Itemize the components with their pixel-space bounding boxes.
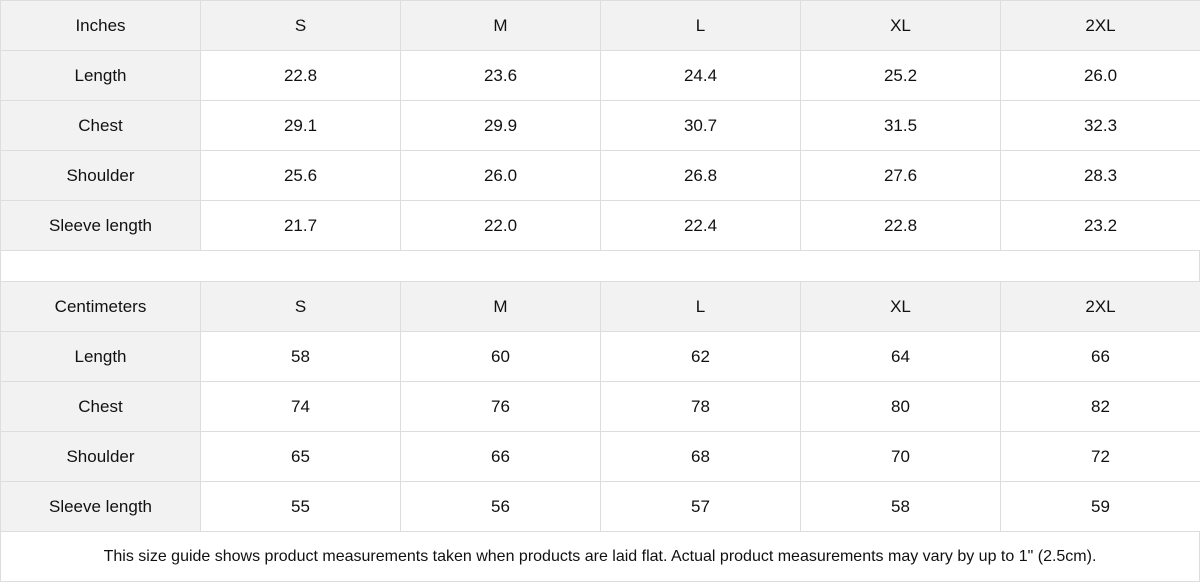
measurement-cell: 76 [401, 382, 601, 432]
measurement-cell: 65 [201, 432, 401, 482]
size-header: XL [801, 282, 1001, 332]
measurement-cell: 58 [801, 482, 1001, 532]
measurement-cell: 59 [1001, 482, 1200, 532]
size-header: M [401, 1, 601, 51]
measurement-cell: 60 [401, 332, 601, 382]
measurement-cell: 22.4 [601, 201, 801, 251]
measurement-cell: 29.1 [201, 101, 401, 151]
measurement-cell: 58 [201, 332, 401, 382]
unit-header: Centimeters [1, 282, 201, 332]
measurement-cell: 25.6 [201, 151, 401, 201]
measurement-cell: 56 [401, 482, 601, 532]
measurement-cell: 22.8 [801, 201, 1001, 251]
measurement-cell: 28.3 [1001, 151, 1200, 201]
measurement-cell: 27.6 [801, 151, 1001, 201]
size-header: S [201, 1, 401, 51]
measurement-cell: 57 [601, 482, 801, 532]
size-header: L [601, 1, 801, 51]
row-label: Length [1, 51, 201, 101]
measurement-cell: 74 [201, 382, 401, 432]
measurement-cell: 70 [801, 432, 1001, 482]
measurement-cell: 23.2 [1001, 201, 1200, 251]
size-header: S [201, 282, 401, 332]
size-header: L [601, 282, 801, 332]
row-label: Chest [1, 101, 201, 151]
unit-header: Inches [1, 1, 201, 51]
inches-table: Inches S M L XL 2XL Length 22.8 23.6 24.4 25.2 26.0… [0, 0, 1200, 251]
measurement-cell: 32.3 [1001, 101, 1200, 151]
measurement-cell: 80 [801, 382, 1001, 432]
row-label: Sleeve length [1, 201, 201, 251]
measurement-cell: 23.6 [401, 51, 601, 101]
measurement-cell: 29.9 [401, 101, 601, 151]
row-label: Shoulder [1, 432, 201, 482]
measurement-cell: 31.5 [801, 101, 1001, 151]
row-label: Sleeve length [1, 482, 201, 532]
measurement-cell: 66 [1001, 332, 1200, 382]
size-header: 2XL [1001, 282, 1200, 332]
footer-note: This size guide shows product measuremen… [0, 532, 1200, 582]
row-label: Chest [1, 382, 201, 432]
size-header: 2XL [1001, 1, 1200, 51]
measurement-cell: 26.0 [1001, 51, 1200, 101]
measurement-cell: 30.7 [601, 101, 801, 151]
measurement-cell: 22.8 [201, 51, 401, 101]
row-label: Shoulder [1, 151, 201, 201]
measurement-cell: 55 [201, 482, 401, 532]
measurement-cell: 21.7 [201, 201, 401, 251]
size-header: M [401, 282, 601, 332]
measurement-cell: 26.0 [401, 151, 601, 201]
table-spacer [0, 251, 1200, 281]
measurement-cell: 26.8 [601, 151, 801, 201]
measurement-cell: 22.0 [401, 201, 601, 251]
measurement-cell: 78 [601, 382, 801, 432]
measurement-cell: 66 [401, 432, 601, 482]
row-label: Length [1, 332, 201, 382]
measurement-cell: 25.2 [801, 51, 1001, 101]
measurement-cell: 72 [1001, 432, 1200, 482]
measurement-cell: 24.4 [601, 51, 801, 101]
size-header: XL [801, 1, 1001, 51]
centimeters-table: Centimeters S M L XL 2XL Length 58 60 62 64 66 Chest… [0, 281, 1200, 532]
measurement-cell: 62 [601, 332, 801, 382]
measurement-cell: 82 [1001, 382, 1200, 432]
measurement-cell: 68 [601, 432, 801, 482]
measurement-cell: 64 [801, 332, 1001, 382]
